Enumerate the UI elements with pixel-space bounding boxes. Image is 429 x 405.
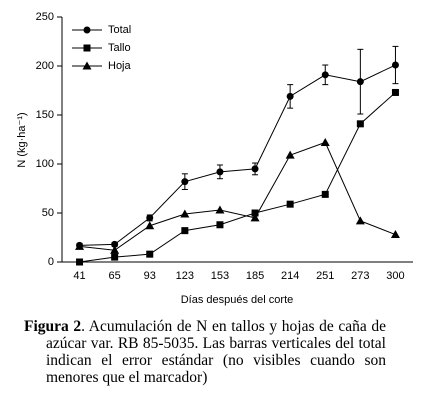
data-point	[356, 120, 364, 128]
y-tick-label: 250	[36, 11, 54, 23]
x-tick-label: 185	[246, 270, 264, 282]
series-line	[79, 92, 396, 263]
data-point	[75, 241, 85, 250]
x-axis-label: Días después del corte	[181, 294, 294, 306]
data-point	[111, 253, 119, 261]
data-point	[216, 221, 224, 229]
x-tick-label: 300	[386, 270, 404, 282]
series-line	[79, 64, 396, 246]
legend-marker	[83, 44, 91, 52]
data-point	[320, 137, 330, 146]
legend-marker	[82, 61, 92, 70]
series-line	[79, 141, 396, 251]
x-tick-label: 123	[176, 270, 194, 282]
data-point	[391, 88, 399, 96]
legend-label: Tallo	[108, 42, 131, 54]
data-point	[146, 250, 154, 258]
data-point	[215, 205, 225, 214]
data-point	[285, 150, 295, 159]
data-point	[216, 168, 224, 176]
x-tick-label: 273	[351, 270, 369, 282]
chart: N (kg·ha⁻¹) Días después del corte 0 50 10…	[16, 11, 413, 306]
data-point	[251, 165, 259, 173]
data-point	[286, 92, 294, 100]
x-tick-label: 251	[316, 270, 334, 282]
y-tick-label: 150	[36, 109, 54, 121]
legend-label: Hoja	[108, 60, 132, 72]
data-point	[391, 61, 399, 69]
data-point	[251, 209, 259, 217]
data-point	[76, 258, 84, 266]
data-point	[390, 230, 400, 239]
data-point	[250, 213, 260, 222]
data-point	[356, 78, 364, 86]
y-tick-label: 200	[36, 60, 54, 72]
y-tick-label: 50	[42, 207, 54, 219]
data-point	[355, 216, 365, 225]
legend-marker	[83, 26, 91, 34]
data-point	[111, 240, 119, 248]
data-point	[145, 221, 155, 230]
data-point	[180, 209, 190, 218]
data-point	[181, 178, 189, 186]
legend-label: Total	[108, 24, 131, 36]
x-tick-label: 65	[109, 270, 121, 282]
caption: Figura 2. Acumulación de N en tallos y h…	[24, 318, 387, 386]
data-point	[110, 245, 120, 254]
x-tick-label: 41	[73, 270, 85, 282]
y-axis-label: N (kg·ha⁻¹)	[16, 112, 28, 167]
y-tick-label: 100	[36, 158, 54, 170]
data-point	[321, 71, 329, 79]
caption-label: Figura 2	[24, 318, 82, 335]
x-tick-label: 153	[211, 270, 229, 282]
x-tick-label: 93	[144, 270, 156, 282]
data-point	[321, 190, 329, 198]
data-point	[286, 200, 294, 208]
caption-text: . Acumulación de N en tallos y hojas de …	[46, 318, 387, 386]
x-tick-label: 214	[281, 270, 299, 282]
y-tick-label: 0	[48, 256, 54, 268]
data-point	[181, 227, 189, 235]
data-point	[146, 214, 154, 222]
